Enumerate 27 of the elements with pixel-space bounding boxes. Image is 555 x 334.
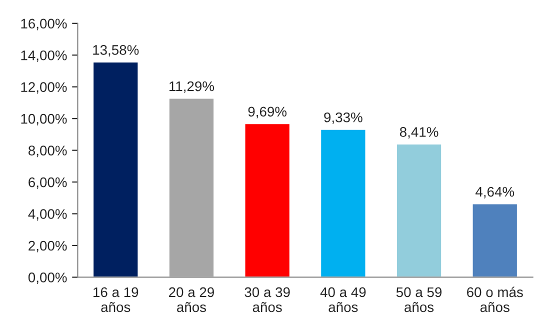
data-label: 8,41% [400, 127, 438, 139]
bar [168, 97, 215, 278]
bar [471, 202, 518, 278]
x-tick-label: 50 a 59 años [396, 287, 442, 312]
data-label: 13,58% [93, 45, 139, 56]
bar [396, 143, 442, 278]
x-tick-label: 60 o más años [467, 286, 523, 312]
data-label: 11,29% [169, 81, 214, 93]
y-tick-label: 16,00% [21, 18, 67, 30]
x-tick-label: 30 a 39 años [244, 287, 290, 312]
data-label: 4,64% [476, 186, 514, 198]
data-label: 9,69% [248, 106, 287, 118]
x-tick-label: 40 a 49 años [320, 287, 366, 312]
x-tick-label: 16 a 19 años [94, 287, 138, 312]
y-tick-label: 14,00% [21, 50, 67, 62]
y-tick-label: 10,00% [21, 114, 67, 126]
y-tick-label: 12,00% [21, 82, 67, 94]
bar [92, 61, 140, 278]
y-tick-label: 0,00% [28, 272, 67, 284]
y-tick-label: 6,00% [28, 177, 67, 189]
y-tick-label: 4,00% [28, 209, 67, 221]
bar [244, 122, 291, 278]
y-tick-label: 2,00% [28, 240, 67, 252]
data-label: 9,33% [324, 112, 362, 124]
y-tick-label: 8,00% [28, 146, 67, 158]
bar [320, 128, 367, 278]
x-tick-label: 20 a 29 años [169, 287, 214, 312]
